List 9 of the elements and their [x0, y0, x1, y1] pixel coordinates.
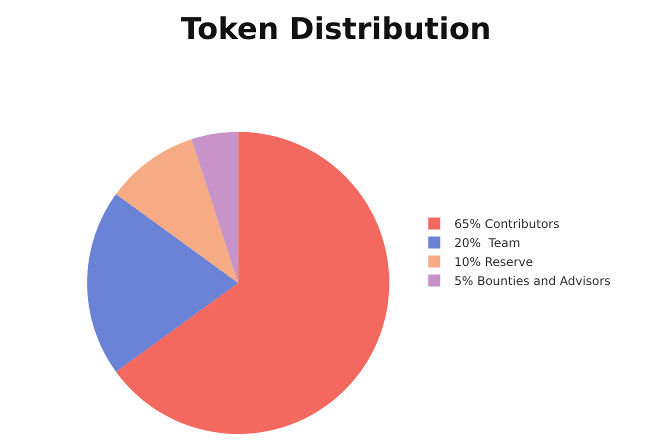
pie-slice	[116, 139, 238, 283]
pie-slice	[192, 132, 238, 283]
legend-label: 5% Bounties and Advisors	[454, 274, 611, 288]
pie-slice	[116, 132, 390, 434]
pie-slice	[87, 194, 238, 372]
legend-label: 65% Contributors	[454, 217, 560, 232]
legend-label: 10% Reserve	[454, 255, 533, 270]
chart-title: Token Distribution	[180, 12, 492, 47]
legend-label: 20% Team	[454, 236, 520, 250]
